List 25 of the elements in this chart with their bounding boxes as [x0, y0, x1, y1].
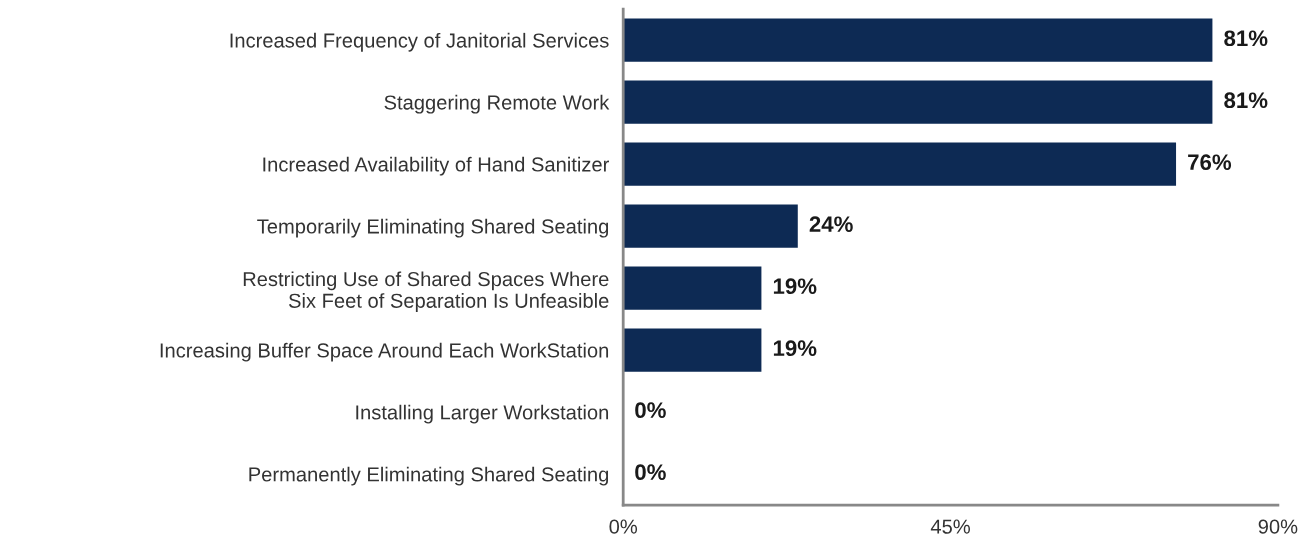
- x-tick-label: 0%: [609, 519, 638, 534]
- bar: [623, 328, 762, 372]
- bar: [623, 142, 1177, 186]
- x-tick-label: 45%: [930, 519, 970, 534]
- data-label: 81%: [1224, 92, 1268, 109]
- data-label: 19%: [773, 340, 817, 357]
- y-tick-label: Restricting Use of Shared Spaces Where Six Feet of Separation Is Unfeasible: [243, 271, 609, 312]
- bar: [623, 266, 762, 310]
- data-label: 81%: [1224, 30, 1268, 47]
- x-tick-label: 90%: [1258, 519, 1298, 534]
- y-tick-label: Increasing Buffer Space Around Each WorkStation: [160, 342, 609, 362]
- data-label: 24%: [809, 216, 853, 233]
- data-label: 19%: [773, 278, 817, 295]
- y-tick-label: Increased Frequency of Janitorial Services: [230, 32, 609, 52]
- data-label: 0%: [635, 402, 666, 419]
- y-tick-label: Temporarily Eliminating Shared Seating: [257, 218, 609, 238]
- data-label: 0%: [635, 464, 666, 481]
- bar: [623, 18, 1213, 62]
- data-label: 76%: [1188, 154, 1232, 171]
- y-tick-label: Permanently Eliminating Shared Seating: [249, 466, 609, 486]
- y-tick-label: Increased Availability of Hand Sanitizer: [263, 156, 609, 176]
- bar: [623, 204, 798, 248]
- bar: [623, 80, 1213, 124]
- y-tick-label: Staggering Remote Work: [384, 94, 610, 114]
- y-tick-label: Installing Larger Workstation: [356, 404, 609, 424]
